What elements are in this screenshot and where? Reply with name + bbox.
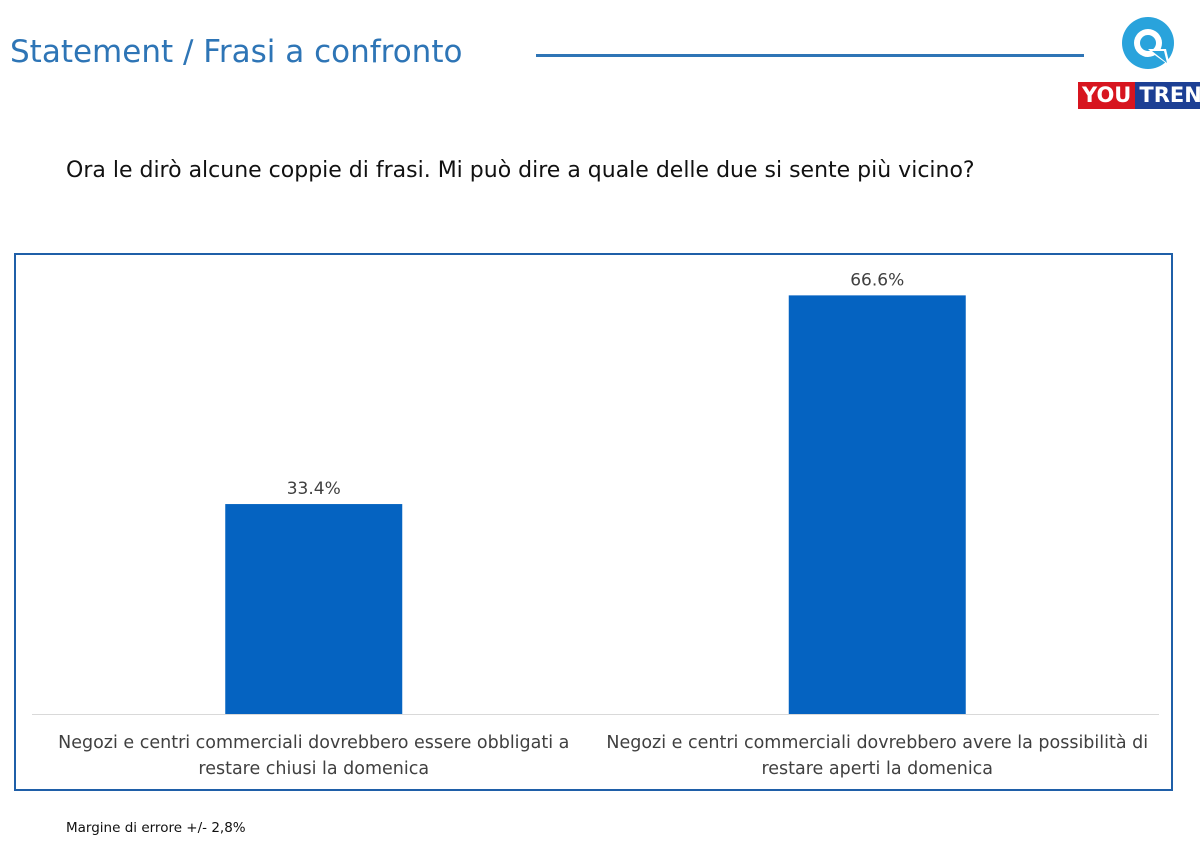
q-logo-icon	[1122, 17, 1174, 69]
bar-1	[788, 295, 966, 714]
title-divider	[536, 54, 1084, 57]
category-label: Negozi e centri commerciali dovrebbero e…	[58, 733, 570, 779]
page-title: Statement / Frasi a confronto	[10, 34, 463, 70]
data-label-1: 66.6%	[850, 270, 904, 290]
youtrend-logo: YOU TREND	[1078, 14, 1200, 110]
footnote: Margine di errore +/- 2,8%	[66, 820, 246, 836]
bar-chart: 33.4% 66.6%	[32, 270, 1159, 715]
chart-frame: 33.4% 66.6% Negozi e centri commerciali d…	[14, 253, 1173, 791]
logo-text-trend: TREND	[1135, 82, 1200, 109]
logo-banner: YOU TREND	[1078, 82, 1200, 109]
data-label-0: 33.4%	[287, 479, 341, 499]
logo-text-you: YOU	[1078, 82, 1136, 109]
survey-question: Ora le dirò alcune coppie di frasi. Mi p…	[66, 158, 975, 183]
category-label: Negozi e centri commerciali dovrebbero a…	[606, 733, 1149, 779]
bar-0	[225, 504, 403, 714]
